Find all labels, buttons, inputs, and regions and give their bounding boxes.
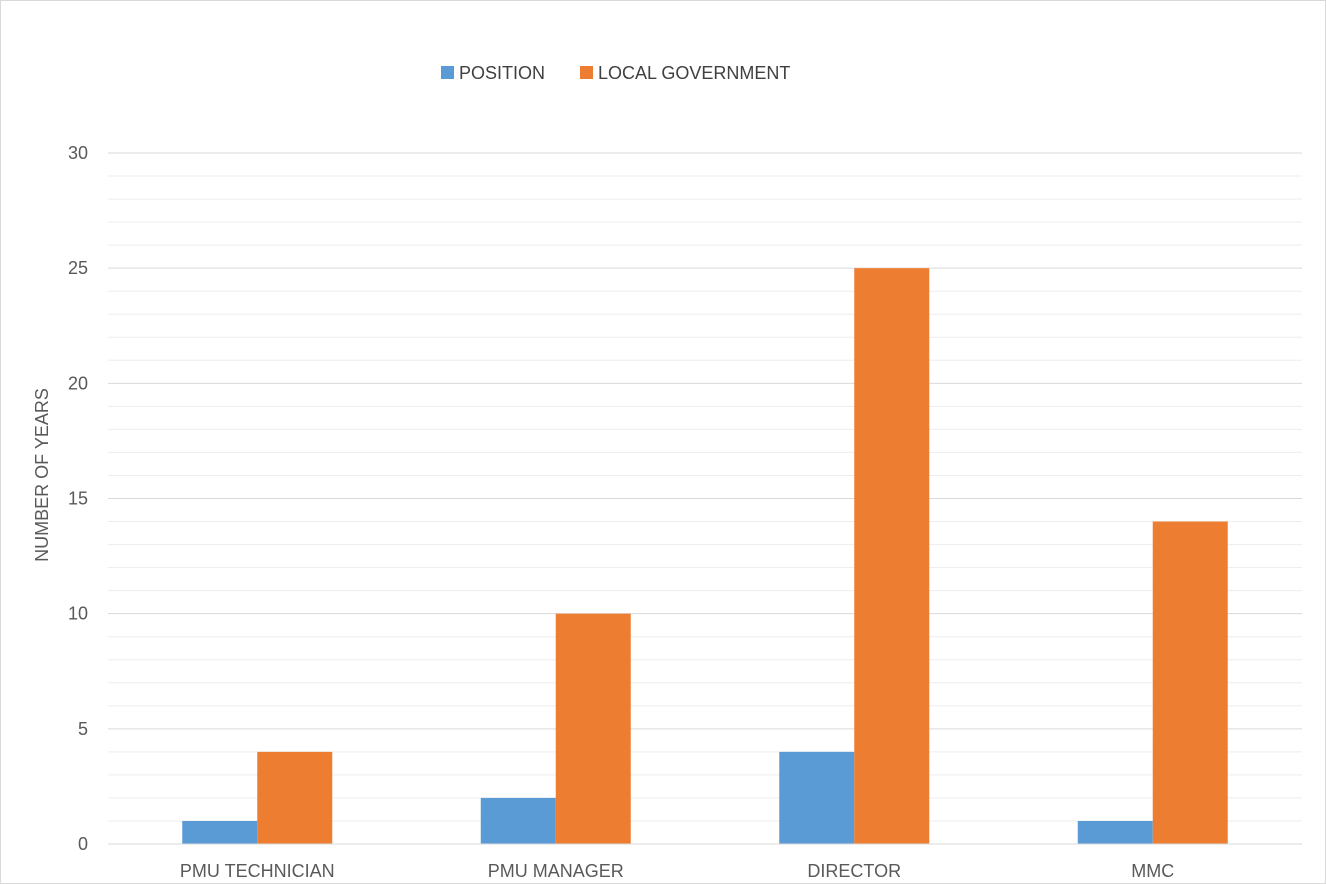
y-tick-label: 0: [78, 834, 88, 854]
bar-local-government-pmu-technician: [257, 751, 333, 844]
legend-label: POSITION: [459, 63, 545, 83]
x-tick-label: DIRECTOR: [807, 861, 901, 881]
bar-position-pmu-manager: [480, 797, 556, 844]
y-axis-label: NUMBER OF YEARS: [32, 388, 52, 562]
x-tick-label: PMU MANAGER: [488, 861, 624, 881]
bar-position-pmu-technician: [182, 820, 258, 844]
y-tick-label: 15: [68, 489, 88, 509]
x-tick-label: PMU TECHNICIAN: [180, 861, 335, 881]
legend-label: LOCAL GOVERNMENT: [598, 63, 790, 83]
bar-local-government-director: [854, 268, 930, 845]
x-tick-label: MMC: [1131, 861, 1174, 881]
y-tick-label: 30: [68, 143, 88, 163]
y-tick-label: 5: [78, 719, 88, 739]
legend-swatch-local-government: [580, 66, 593, 79]
bars: [182, 268, 1228, 845]
y-tick-label: 20: [68, 373, 88, 393]
bar-local-government-mmc: [1152, 521, 1228, 844]
y-tick-label: 25: [68, 258, 88, 278]
bar-local-government-pmu-manager: [555, 613, 631, 844]
y-tick-label: 10: [68, 604, 88, 624]
legend: POSITION LOCAL GOVERNMENT: [441, 63, 790, 83]
gridlines: [108, 152, 1302, 822]
axes: 0 5 10 15 20 25 30 PMU TECHNICIAN PMU MANAGER DIR…: [68, 143, 1302, 881]
legend-swatch-position: [441, 66, 454, 79]
bar-position-director: [779, 751, 855, 844]
bar-position-mmc: [1077, 820, 1153, 844]
